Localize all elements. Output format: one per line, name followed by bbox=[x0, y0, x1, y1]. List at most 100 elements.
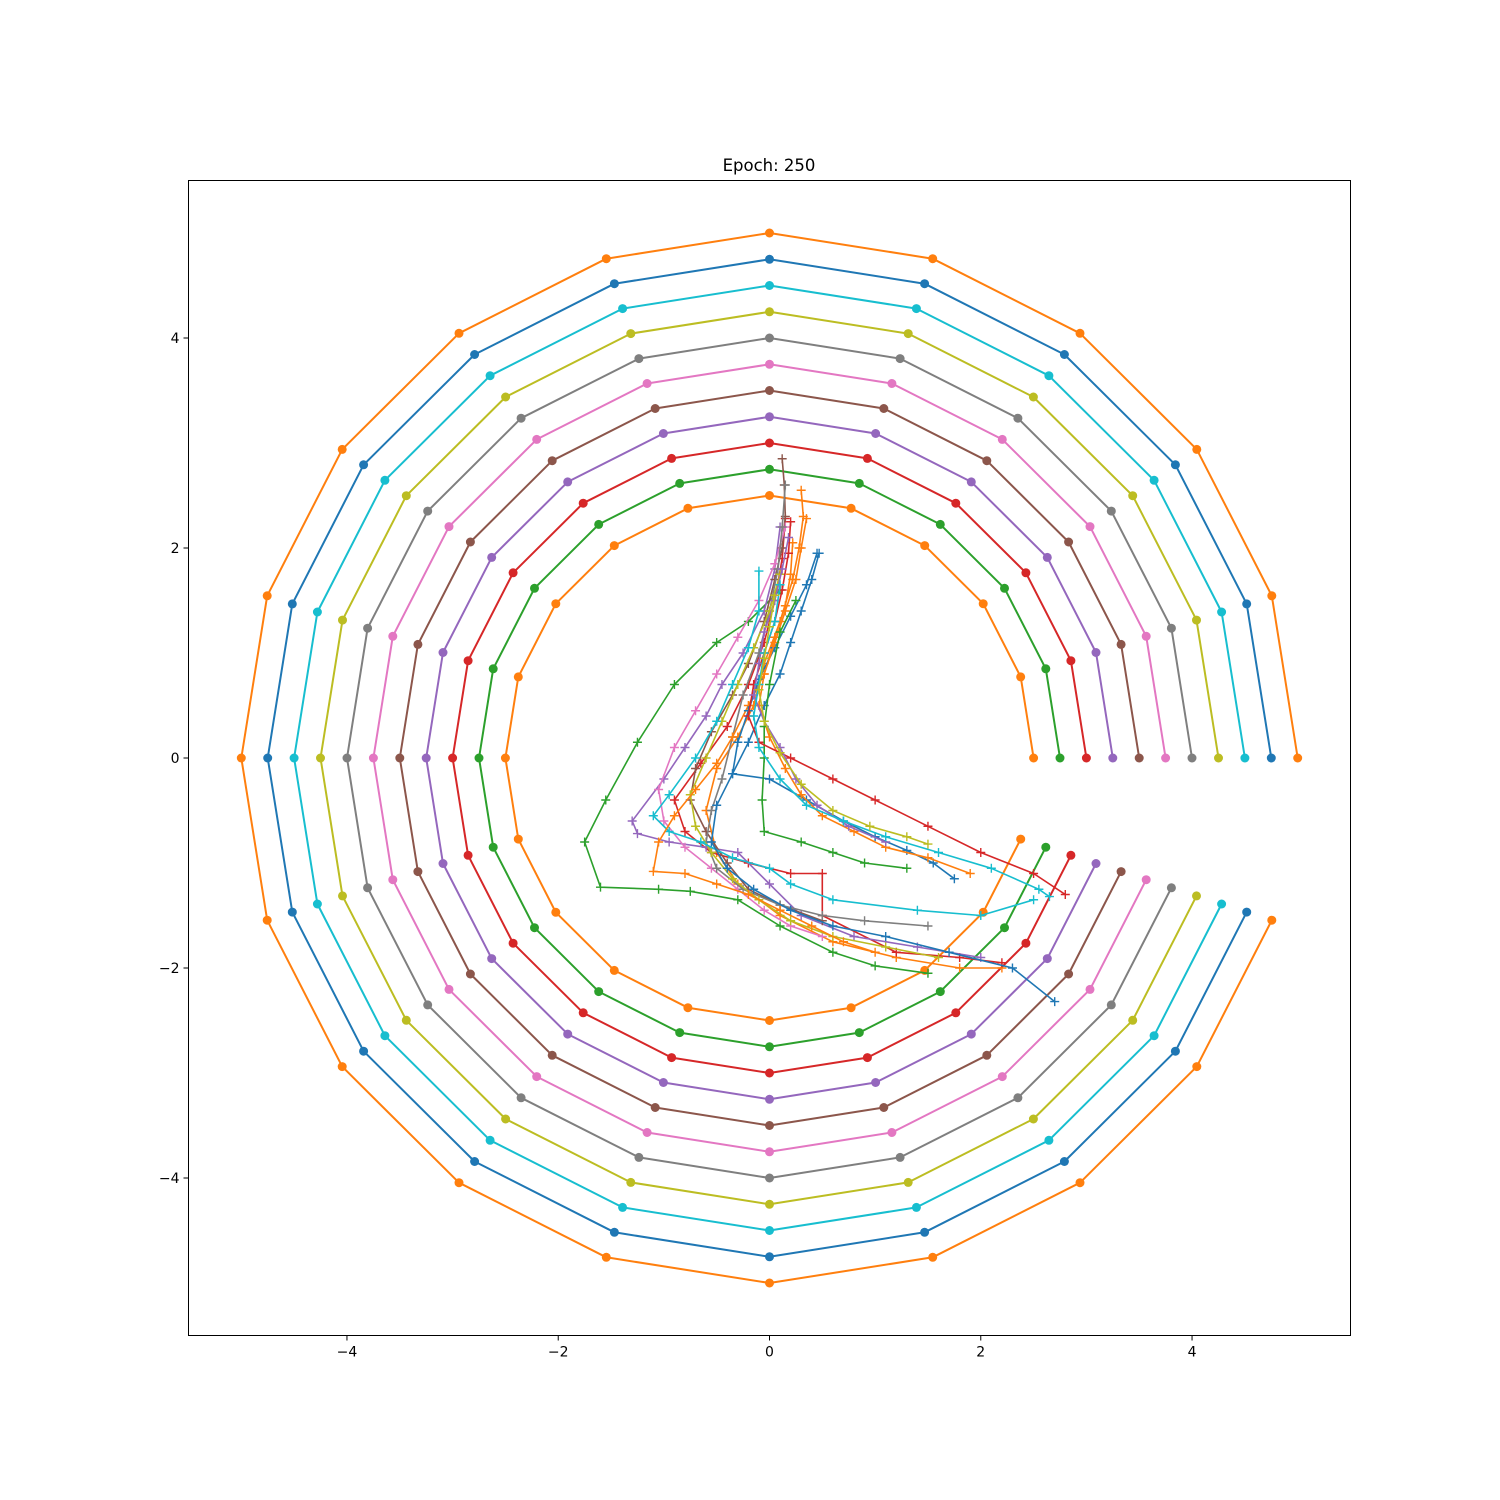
target-point bbox=[563, 1029, 573, 1039]
y-tick-label: −4 bbox=[159, 1171, 180, 1187]
target-point bbox=[563, 477, 573, 487]
target-point bbox=[342, 753, 352, 763]
target-point bbox=[501, 1114, 511, 1124]
model-point bbox=[757, 795, 767, 805]
target-point bbox=[1028, 392, 1038, 402]
model-point bbox=[1029, 869, 1039, 878]
target-point bbox=[530, 583, 539, 593]
model-point bbox=[812, 800, 822, 810]
target-point bbox=[1041, 842, 1051, 852]
target-point bbox=[423, 1000, 433, 1010]
model-point bbox=[627, 816, 637, 826]
model-point bbox=[786, 638, 796, 647]
model-point bbox=[691, 764, 701, 773]
y-tick-label: 0 bbox=[171, 751, 180, 767]
target-ring-line bbox=[240, 232, 1299, 1284]
x-tick-label: −2 bbox=[548, 1345, 569, 1361]
model-point bbox=[759, 827, 769, 836]
target-point bbox=[966, 1029, 976, 1039]
model-point bbox=[870, 961, 880, 971]
target-point bbox=[1029, 753, 1039, 763]
model-point bbox=[765, 879, 774, 889]
model-point bbox=[881, 942, 891, 952]
y-axis: −4 −2 0 2 4 bbox=[159, 331, 189, 1187]
target-point bbox=[765, 333, 774, 343]
target-point bbox=[765, 228, 774, 238]
model-point bbox=[775, 627, 785, 637]
target-point bbox=[1267, 915, 1277, 925]
model-point bbox=[706, 848, 716, 857]
model-point bbox=[976, 911, 986, 920]
model-point bbox=[632, 737, 642, 747]
x-tick-label: −4 bbox=[337, 1345, 358, 1361]
model-series-12 bbox=[754, 514, 975, 878]
model-point bbox=[669, 795, 679, 805]
model-point bbox=[706, 806, 716, 815]
target-point bbox=[658, 1078, 668, 1087]
target-point bbox=[1042, 552, 1052, 562]
target-point bbox=[380, 475, 390, 485]
model-point bbox=[728, 874, 738, 884]
target-point bbox=[1013, 413, 1023, 423]
target-point bbox=[487, 954, 497, 964]
model-point bbox=[595, 882, 605, 892]
target-ring-line bbox=[398, 389, 1141, 1127]
target-point bbox=[911, 304, 921, 314]
target-point bbox=[516, 1093, 526, 1103]
model-series-line bbox=[689, 574, 939, 959]
target-point bbox=[1028, 1114, 1038, 1124]
target-point bbox=[1217, 607, 1227, 617]
target-point bbox=[887, 1128, 897, 1137]
model-point bbox=[780, 764, 790, 773]
target-ring-line bbox=[372, 363, 1167, 1153]
model-point bbox=[838, 816, 848, 826]
model-point bbox=[1060, 890, 1070, 899]
target-point bbox=[935, 987, 945, 997]
target-point bbox=[1170, 460, 1180, 470]
model-point bbox=[728, 680, 738, 689]
model-series-7 bbox=[685, 569, 944, 962]
model-point bbox=[648, 811, 658, 821]
target-point bbox=[594, 519, 604, 529]
target-point bbox=[513, 834, 523, 844]
model-point bbox=[923, 839, 933, 849]
target-point bbox=[1134, 753, 1144, 763]
target-point bbox=[997, 434, 1007, 444]
target-point bbox=[854, 478, 864, 488]
model-point bbox=[838, 937, 848, 947]
target-point bbox=[765, 281, 774, 290]
model-point bbox=[765, 774, 774, 784]
target-point bbox=[895, 1152, 905, 1162]
model-series-line bbox=[752, 584, 1050, 898]
target-point bbox=[312, 607, 322, 617]
target-point bbox=[508, 568, 518, 578]
model-point bbox=[722, 863, 732, 873]
model-point bbox=[685, 886, 695, 896]
target-point bbox=[618, 1202, 628, 1212]
target-point bbox=[765, 438, 774, 448]
target-point bbox=[1192, 444, 1202, 454]
target-point bbox=[532, 434, 542, 444]
target-point bbox=[1192, 891, 1201, 901]
model-point bbox=[680, 827, 690, 836]
model-point bbox=[685, 790, 695, 800]
model-point bbox=[765, 680, 774, 689]
model-point bbox=[601, 795, 611, 805]
model-point bbox=[796, 837, 806, 847]
target-point bbox=[463, 656, 473, 666]
model-point bbox=[801, 514, 811, 524]
target-point bbox=[547, 456, 557, 466]
model-point bbox=[770, 617, 780, 626]
target-point bbox=[658, 429, 668, 438]
target-point bbox=[594, 987, 604, 997]
target-point bbox=[465, 969, 475, 979]
model-point bbox=[860, 858, 870, 868]
target-point bbox=[765, 491, 774, 500]
target-point bbox=[928, 254, 938, 264]
target-ring-5 bbox=[368, 359, 1171, 1157]
target-point bbox=[530, 923, 539, 933]
target-point bbox=[444, 984, 454, 994]
target-ring-line bbox=[451, 442, 1088, 1074]
target-point bbox=[236, 753, 246, 763]
model-point bbox=[680, 869, 690, 878]
